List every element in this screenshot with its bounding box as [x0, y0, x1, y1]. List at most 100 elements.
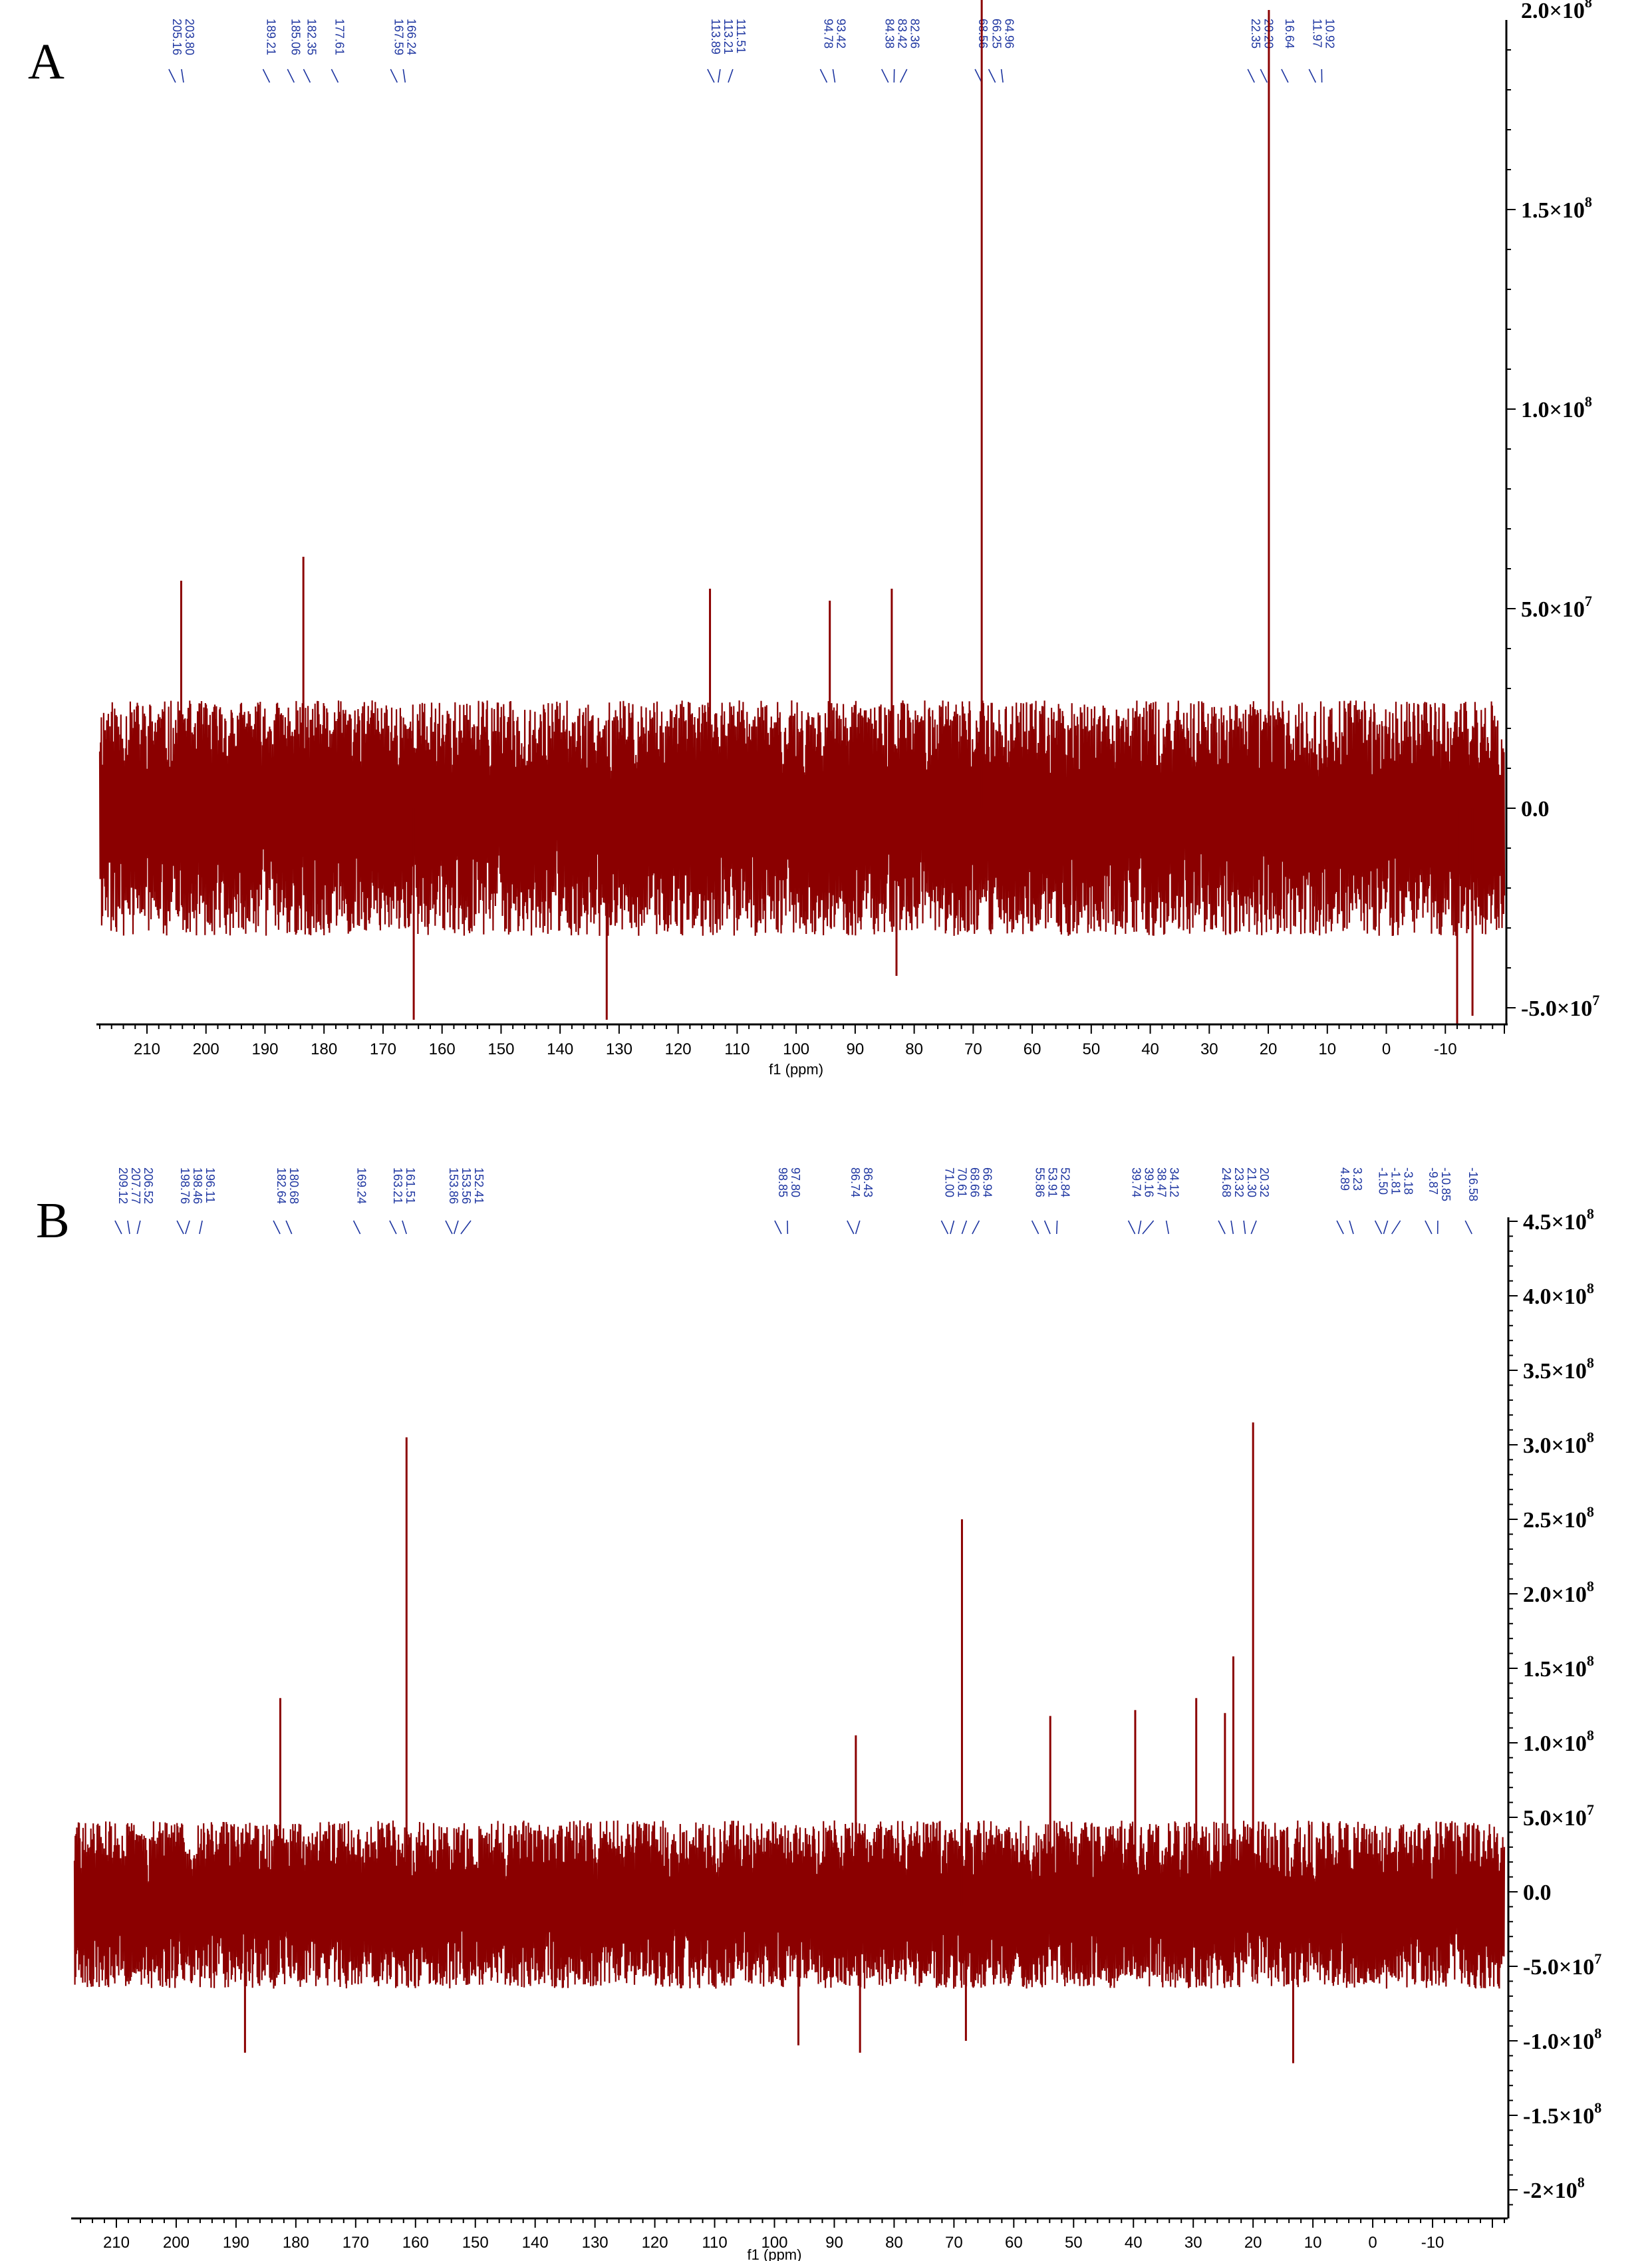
panel-b-peak-label-connector [1230, 1220, 1234, 1235]
panel-a-peak-label-connector [1000, 69, 1004, 83]
panel-a-x-tick-label: 150 [487, 1040, 514, 1058]
panel-a-peak-label-connector [881, 69, 889, 83]
panel-b-x-axis: 210 200 190 180 170 160 150 140 130 120 110 100 90 80… [71, 2217, 1508, 2261]
panel-b-peak-label-connector [460, 1220, 472, 1235]
panel-b-peak-label: 21.30 [1245, 1167, 1258, 1197]
panel-b-x-tick-label: 130 [582, 2234, 609, 2252]
panel-b-x-tick-label: 160 [402, 2234, 429, 2252]
panel-b-y-tick-mantissa: 2.0 [1523, 1583, 1552, 1607]
panel-b-peak-label-connector [273, 1220, 281, 1235]
panel-b-x-tick-label: 110 [702, 2234, 727, 2252]
panel-a-peak-label: 22.35 [1249, 19, 1262, 49]
panel-b-peak-label-connector [1142, 1220, 1155, 1235]
panel-b-x-tick-label: 80 [885, 2234, 903, 2252]
panel-a-x-tick-label: 60 [1024, 1040, 1041, 1058]
panel-b-y-tick-mantissa: -5.0 [1523, 1955, 1559, 1980]
panel-a-y-tick-mantissa: 1.0 [1521, 398, 1550, 422]
panel-b-y-tick-label: 2.5×108 [1523, 1503, 1594, 1533]
panel-b-peak-label: 207.77 [129, 1167, 142, 1204]
panel-b-peak-label-connector [1031, 1220, 1039, 1235]
panel-b-y-tick-exponent: 8 [1587, 1578, 1594, 1594]
panel-b-peak-label: 153.86 [447, 1167, 460, 1204]
panel-a-peak-label-connector [988, 69, 996, 83]
panel-b-y-tick-label: 4.5×108 [1523, 1205, 1594, 1235]
panel-b-y-tick-label: -1.0×108 [1523, 2025, 1601, 2054]
panel-a-peak-label: 205.16 [170, 19, 184, 55]
panel-b-y-tick-label: 4.0×108 [1523, 1280, 1594, 1309]
panel-a-y-tick-exponent: 8 [1585, 0, 1592, 11]
panel-b-peak-label: 161.51 [404, 1167, 417, 1204]
panel-b-peak-label: 180.68 [287, 1167, 301, 1204]
panel-b-peak-label: 23.32 [1232, 1167, 1246, 1197]
panel-a-peak-label: 113.89 [709, 19, 722, 55]
panel-b-peak-label-connector [389, 1220, 397, 1235]
panel-b-y-tick-times: ×10 [1559, 2030, 1594, 2054]
panel-b-peak-label: -9.87 [1427, 1167, 1440, 1195]
panel-b-peak-label: 153.56 [460, 1167, 473, 1204]
panel-b-peak-label-connector [1127, 1220, 1136, 1235]
panel-b-x-tick-label: 60 [1005, 2234, 1023, 2252]
panel-b-peak-label-connector [1250, 1220, 1257, 1235]
panel-b-y-tick-times: ×10 [1552, 1433, 1587, 1458]
panel-b-peak-label-connector [176, 1220, 184, 1235]
panel-a-peak-label-connector [718, 69, 721, 83]
panel-b-y-tick-times: ×10 [1542, 2179, 1577, 2203]
panel-a-peak-label: 203.80 [183, 19, 196, 55]
panel-a-peak-label: 83.42 [896, 19, 909, 49]
panel-a-y-tick-exponent: 8 [1585, 393, 1592, 410]
panel-b-peak-label: -3.18 [1402, 1167, 1415, 1195]
panel-b-y-tick-mantissa: 4.5 [1523, 1210, 1552, 1235]
panel-a-peak-label-connector [262, 69, 271, 83]
panel-b-y-tick-mantissa: -1.5 [1523, 2104, 1559, 2129]
panel-b-x-tick-label: 210 [103, 2234, 130, 2252]
panel-a-peak-label: 82.36 [908, 19, 922, 49]
panel-b-y-tick-label: -5.0×107 [1523, 1950, 1601, 1980]
panel-b-peak-label-connector [136, 1220, 141, 1235]
panel-b-peak-label: 163.21 [391, 1167, 404, 1204]
panel-a-x-tick-label: 180 [311, 1040, 337, 1058]
panel-b-peak-label-connector [1349, 1220, 1354, 1235]
panel-b-peak-label: 66.94 [980, 1167, 994, 1197]
panel-a-peak-label: 182.35 [305, 19, 318, 55]
panel-b-y-tick-times: ×10 [1559, 1955, 1594, 1980]
panel-a-y-tick-mantissa: 1.5 [1521, 198, 1550, 223]
panel-b-y-tick-label: 5.0×107 [1523, 1801, 1594, 1831]
panel-b-y-tick-label: 2.0×108 [1523, 1578, 1594, 1607]
panel-b-x-tick-label: 90 [825, 2234, 843, 2252]
panel-a-y-tick-label: 1.0×108 [1521, 393, 1592, 422]
panel-a-x-tick-label: 10 [1318, 1040, 1336, 1058]
panel-b-peak-label-connector [445, 1220, 453, 1235]
panel-a-x-tick-label: 110 [724, 1040, 750, 1058]
panel-b-peak-label-connector [1243, 1220, 1246, 1235]
panel-b-x-tick-label: 30 [1184, 2234, 1202, 2252]
panel-b-peak-label-connector [1374, 1220, 1383, 1235]
panel-a-peak-label-connector [832, 69, 836, 83]
panel-a-y-tick-label: 0.0 [1521, 797, 1550, 822]
panel-b-y-tick-exponent: 8 [1587, 1354, 1594, 1371]
panel-b-peak-label: 55.86 [1033, 1167, 1047, 1197]
panel-b-peak-label-connector [453, 1220, 459, 1235]
panel-b-peak-label: 98.85 [776, 1167, 789, 1197]
panel-a-x-tick-label: 0 [1382, 1040, 1391, 1058]
panel-a-y-tick-label: 1.5×108 [1521, 194, 1592, 223]
panel-a-peak-label: 94.78 [821, 19, 835, 49]
panel-a-peak-label-connector [390, 69, 398, 83]
panel-b-peak-label-connector [1218, 1220, 1226, 1235]
panel-b-peak-label-connector [1043, 1220, 1051, 1235]
panel-b-y-tick-times: ×10 [1552, 1284, 1587, 1309]
panel-b-x-tick-label: 170 [343, 2234, 369, 2252]
panel-a-peak-label: 68.56 [976, 19, 990, 49]
panel-a-peak-label-connector [287, 69, 295, 83]
panel-a-x-tick-label: -10 [1434, 1040, 1457, 1058]
panel-a-peak-label: 16.64 [1283, 19, 1296, 49]
panel-a-y-tick-label: -5.0×107 [1521, 992, 1599, 1021]
panel-a-y-tick-mantissa: -5.0 [1521, 996, 1557, 1021]
panel-a-y-tick-label: 5.0×107 [1521, 593, 1592, 622]
panel-b-peak-label: -1.81 [1389, 1167, 1403, 1195]
panel-a-y-tick-times: ×10 [1550, 597, 1585, 622]
panel-a-peak-labels: 205.16 203.80 189.21 185.06 182.35 177.61 167.… [168, 19, 1336, 83]
panel-a-x-axis: 210 200 190 180 170 160 150 140 130 120 110 100 90 80… [96, 1023, 1508, 1078]
panel-a-x-tick-label: 90 [847, 1040, 865, 1058]
panel-a-peak-label-connector [181, 69, 184, 83]
panel-b-y-tick-exponent: 8 [1587, 1205, 1594, 1222]
